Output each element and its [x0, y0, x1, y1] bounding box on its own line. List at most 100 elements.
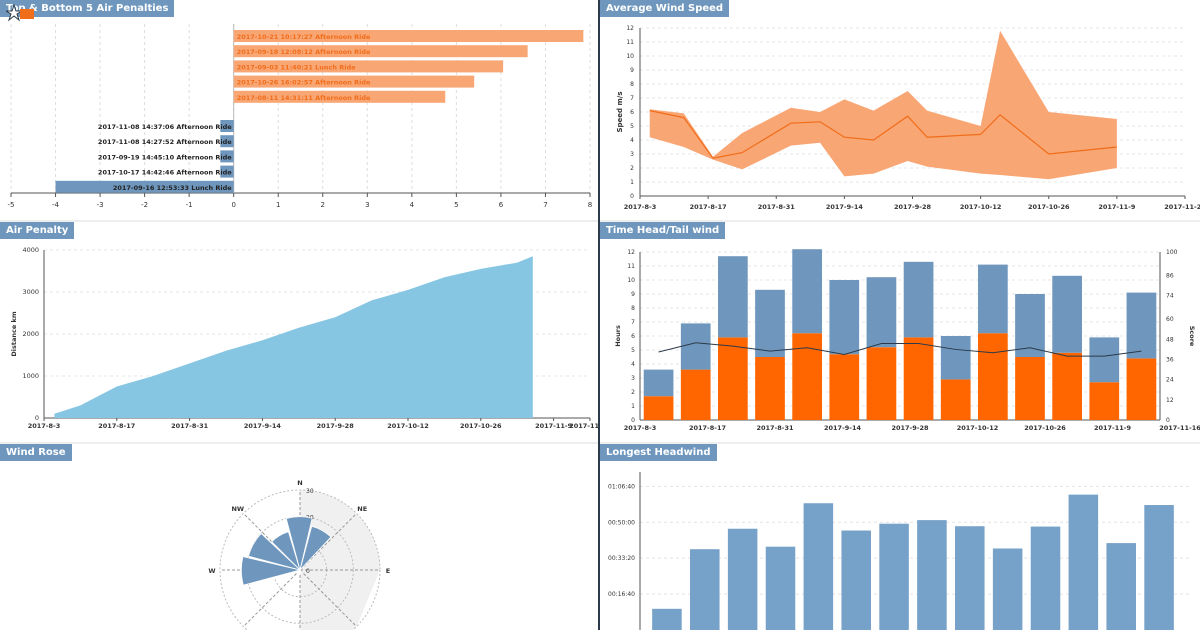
tail-bar — [792, 333, 822, 420]
air-penalties-panel: -5 -4 -3 -2 -1 0 1 2 3 4 5 6 7 8 2017-10-21 10:17:27 A… — [0, 0, 598, 220]
x-tick-label: 7 — [543, 201, 547, 209]
head-bar — [1089, 337, 1120, 383]
y-tick-label: 2000 — [22, 330, 39, 338]
wind-rose-title: Wind Rose — [0, 444, 72, 461]
direction-axis — [299, 569, 357, 627]
penalty-bar — [55, 180, 234, 193]
penalty-bar-label: 2017-11-08 14:37:06 Afternoon Ride — [98, 123, 232, 131]
headwind-bar — [841, 530, 871, 630]
headwind-bar — [765, 546, 796, 630]
x-tick-label: 2017-10-12 — [957, 424, 999, 432]
penalty-bar-label: 2017-09-03 11:40:21 Lunch Ride — [237, 63, 356, 71]
tail-bar — [755, 357, 785, 420]
y-tick-label: 3 — [630, 151, 634, 158]
direction-label: NW — [231, 505, 244, 513]
wind-speed-line — [649, 110, 1117, 159]
penalty-bar-label: 2017-10-21 10:17:27 Afternoon Ride — [237, 33, 371, 41]
y-tick-label: 8 — [630, 81, 634, 88]
direction-axis — [243, 569, 301, 627]
head-bar — [1015, 294, 1045, 357]
wind-rose-sector — [240, 556, 301, 586]
headwind-bar — [917, 520, 947, 630]
longest-headwind-panel: 00:16:40 00:33:20 00:50:00 01:06:40 Longest… — [600, 444, 1200, 630]
y-tick-label: 4 — [630, 137, 634, 144]
penalty-bar — [233, 75, 475, 88]
y-tick-label: 11 — [627, 263, 635, 270]
radial-grid — [219, 489, 381, 634]
penalty-bar — [233, 30, 584, 42]
x-tick-label: 2017-11-9 — [535, 422, 573, 430]
x-tick-label: 2017-8-17 — [690, 203, 727, 211]
head-bar — [1052, 275, 1082, 353]
y2-tick-label: 60 — [1166, 316, 1174, 323]
y-tick-label: 4000 — [22, 246, 39, 254]
air-penalty-chart: 0 1000 2000 3000 4000 2017-8-3 2017-8-17 2017-8… — [10, 246, 611, 430]
x-tick-label: 2017-8-3 — [624, 203, 657, 211]
longest-headwind-chart: 00:16:40 00:33:20 00:50:00 01:06:40 — [608, 472, 1190, 630]
x-tick-label: -4 — [52, 201, 60, 209]
y-tick-label: 5 — [631, 347, 635, 354]
direction-label: W — [208, 567, 215, 575]
air-penalty-panel: 0 1000 2000 3000 4000 2017-8-3 2017-8-17 2017-8… — [0, 222, 611, 442]
x-tick-label: 2017-9-14 — [244, 422, 282, 430]
tail-bar — [718, 337, 748, 420]
tail-bar — [903, 337, 934, 420]
y-tick-label: 0 — [35, 414, 39, 422]
head-tail-panel: 0 1 2 3 4 5 6 7 8 9 10 11 12 0 12 24 36 48 60 74 86 100 Hours S… — [600, 222, 1200, 442]
y-tick-label: 7 — [631, 319, 635, 326]
y-tick-label: 00:33:20 — [608, 555, 635, 562]
y-tick-label: 11 — [626, 39, 634, 46]
headwind-bar — [1030, 526, 1061, 630]
tail-bar — [866, 347, 897, 420]
penalty-bar — [220, 150, 234, 163]
wind-speed-panel: 0 1 2 3 4 5 6 7 8 9 10 11 12 2017-8-3 2017-8-17 2017-8-… — [600, 0, 1200, 220]
x-tick-label: 2 — [321, 201, 325, 209]
y-tick-label: 12 — [627, 249, 635, 256]
headwind-bar — [1144, 505, 1174, 630]
wind-rose-chart: NNEESESSWWNW0102030 — [208, 479, 390, 634]
x-tick-label: 2017-10-26 — [460, 422, 502, 430]
row-divider-1 — [0, 220, 1200, 222]
y2-axis-label: Score — [1188, 326, 1196, 347]
direction-label: E — [386, 567, 390, 575]
x-tick-label: 2017-9-28 — [894, 203, 932, 211]
x-tick-label: -5 — [8, 201, 15, 209]
x-tick-label: 2017-8-3 — [28, 422, 61, 430]
x-tick-label: 2017-11-16 — [1159, 424, 1200, 432]
tail-bar — [940, 379, 971, 420]
y-axis-label: Speed m/s — [616, 91, 624, 132]
y-tick-label: 5 — [630, 123, 634, 130]
direction-label: NE — [357, 505, 367, 513]
rose-background — [300, 513, 380, 634]
head-bar — [718, 256, 748, 338]
penalty-bar — [220, 135, 234, 148]
x-tick-label: 2017-9-14 — [824, 424, 862, 432]
x-tick-label: 2017-11-16 — [569, 422, 598, 430]
x-tick-label: 2017-10-26 — [1028, 203, 1070, 211]
x-tick-label: 6 — [499, 201, 504, 209]
x-tick-label: 2017-10-12 — [387, 422, 429, 430]
x-tick-label: 2017-8-17 — [689, 424, 726, 432]
x-tick-label: 2017-8-17 — [98, 422, 135, 430]
wind-rose-sector — [247, 532, 301, 571]
head-bar — [792, 249, 822, 334]
head-bar — [866, 277, 897, 348]
x-tick-label: -3 — [97, 201, 104, 209]
air-penalties-title: Top & Bottom 5 Air Penalties — [0, 0, 175, 17]
tail-bar — [680, 369, 711, 420]
tail-bar — [1052, 352, 1082, 420]
tail-bar — [643, 396, 674, 420]
y2-tick-label: 48 — [1166, 336, 1174, 343]
x-tick-label: 2017-11-9 — [1094, 424, 1132, 432]
tail-bar — [1126, 358, 1157, 420]
x-tick-label: 2017-9-28 — [317, 422, 355, 430]
penalty-bar-label: 2017-11-08 14:27:52 Afternoon Ride — [98, 138, 232, 146]
y-tick-label: 9 — [631, 291, 635, 298]
penalty-bar-label: 2017-10-26 16:02:57 Afternoon Ride — [237, 79, 371, 87]
headwind-bar — [1106, 543, 1136, 630]
headwind-bar — [955, 526, 985, 630]
y2-tick-label: 86 — [1166, 273, 1174, 280]
x-tick-label: 2017-10-26 — [1024, 424, 1066, 432]
x-tick-label: 5 — [454, 201, 458, 209]
y-tick-label: 0 — [630, 193, 634, 200]
